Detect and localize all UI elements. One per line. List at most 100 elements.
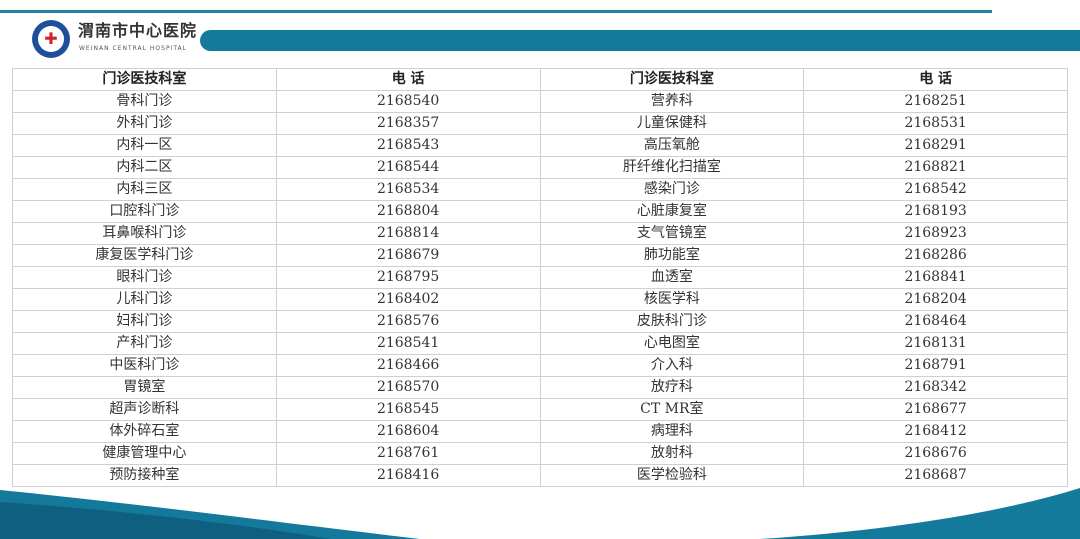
department-cell: 耳鼻喉科门诊 [12,222,277,245]
table-row: 口腔科门诊 2168804 心脏康复室 2168193 [12,200,1068,223]
table-row: 儿科门诊 2168402 核医学科 2168204 [12,288,1068,311]
table-row: 中医科门诊 2168466 介入科 2168791 [12,354,1068,377]
phone-cell: 2168679 [275,244,541,267]
table-row: 骨科门诊 2168540 营养科 2168251 [12,90,1068,113]
department-cell: 营养科 [539,90,805,113]
department-cell: 康复医学科门诊 [12,244,277,267]
hospital-name-en: WEINAN CENTRAL HOSPITAL [79,45,187,52]
phone-cell: 2168286 [803,244,1068,267]
table-row: 内科一区 2168543 高压氧舱 2168291 [12,134,1068,157]
department-cell: 皮肤科门诊 [539,310,805,333]
phone-cell: 2168531 [803,112,1068,135]
department-cell: 心电图室 [539,332,805,355]
top-divider [0,10,992,13]
department-cell: 放射科 [539,442,805,465]
phone-cell: 2168545 [275,398,541,421]
table-row: 内科三区 2168534 感染门诊 2168542 [12,178,1068,201]
department-cell: 眼科门诊 [12,266,277,289]
table-row: 超声诊断科 2168545 CT MR室 2168677 [12,398,1068,421]
phone-cell: 2168761 [275,442,541,465]
phone-cell: 2168542 [803,178,1068,201]
table-row: 康复医学科门诊 2168679 肺功能室 2168286 [12,244,1068,267]
department-cell: 健康管理中心 [12,442,277,465]
phone-cell: 2168821 [803,156,1068,179]
department-cell: 超声诊断科 [12,398,277,421]
department-cell: 预防接种室 [12,464,277,487]
header-banner-bar [200,30,1080,51]
table-row: 健康管理中心 2168761 放射科 2168676 [12,442,1068,465]
col-header-phone: 电 话 [275,68,541,91]
phone-cell: 2168466 [275,354,541,377]
department-cell: 体外碎石室 [12,420,277,443]
phone-cell: 2168677 [803,398,1068,421]
col-header-department: 门诊医技科室 [12,68,277,91]
phone-cell: 2168204 [803,288,1068,311]
phone-cell: 2168543 [275,134,541,157]
department-cell: 内科一区 [12,134,277,157]
hospital-logo-icon: ✚ [32,20,70,58]
table-row: 产科门诊 2168541 心电图室 2168131 [12,332,1068,355]
table-row: 妇科门诊 2168576 皮肤科门诊 2168464 [12,310,1068,333]
department-cell: 口腔科门诊 [12,200,277,223]
department-cell: 病理科 [539,420,805,443]
department-cell: 妇科门诊 [12,310,277,333]
phone-cell: 2168357 [275,112,541,135]
col-header-department: 门诊医技科室 [539,68,805,91]
department-cell: 外科门诊 [12,112,277,135]
phone-cell: 2168795 [275,266,541,289]
phone-cell: 2168791 [803,354,1068,377]
phone-cell: 2168131 [803,332,1068,355]
table-row: 外科门诊 2168357 儿童保健科 2168531 [12,112,1068,135]
department-cell: 胃镜室 [12,376,277,399]
phone-cell: 2168251 [803,90,1068,113]
table-row: 胃镜室 2168570 放疗科 2168342 [12,376,1068,399]
department-cell: 核医学科 [539,288,805,311]
phone-cell: 2168687 [803,464,1068,487]
phone-cell: 2168804 [275,200,541,223]
phone-cell: 2168464 [803,310,1068,333]
phone-cell: 2168541 [275,332,541,355]
department-cell: 介入科 [539,354,805,377]
department-cell: 高压氧舱 [539,134,805,157]
phone-cell: 2168412 [803,420,1068,443]
phone-cell: 2168570 [275,376,541,399]
phone-cell: 2168676 [803,442,1068,465]
phone-cell: 2168534 [275,178,541,201]
table-row: 体外碎石室 2168604 病理科 2168412 [12,420,1068,443]
phone-cell: 2168604 [275,420,541,443]
department-cell: 医学检验科 [539,464,805,487]
department-cell: 儿科门诊 [12,288,277,311]
department-cell: 中医科门诊 [12,354,277,377]
bottom-wave-decoration [0,488,1080,539]
table-row: 预防接种室 2168416 医学检验科 2168687 [12,464,1068,487]
department-cell: 产科门诊 [12,332,277,355]
department-cell: 血透室 [539,266,805,289]
table-row: 内科二区 2168544 肝纤维化扫描室 2168821 [12,156,1068,179]
phone-cell: 2168540 [275,90,541,113]
phone-cell: 2168576 [275,310,541,333]
department-cell: 儿童保健科 [539,112,805,135]
department-phone-table: 门诊医技科室 电 话 门诊医技科室 电 话 骨科门诊 2168540 营养科 2168… [12,68,1068,487]
phone-cell: 2168814 [275,222,541,245]
department-cell: 骨科门诊 [12,90,277,113]
phone-cell: 2168342 [803,376,1068,399]
col-header-phone: 电 话 [803,68,1068,91]
phone-cell: 2168291 [803,134,1068,157]
phone-cell: 2168416 [275,464,541,487]
phone-cell: 2168402 [275,288,541,311]
department-cell: 感染门诊 [539,178,805,201]
phone-cell: 2168841 [803,266,1068,289]
phone-cell: 2168923 [803,222,1068,245]
table-header-row: 门诊医技科室 电 话 门诊医技科室 电 话 [12,68,1068,91]
phone-cell: 2168544 [275,156,541,179]
department-cell: 心脏康复室 [539,200,805,223]
department-cell: 肝纤维化扫描室 [539,156,805,179]
department-cell: CT MR室 [539,398,805,421]
department-cell: 支气管镜室 [539,222,805,245]
phone-cell: 2168193 [803,200,1068,223]
department-cell: 内科三区 [12,178,277,201]
table-row: 耳鼻喉科门诊 2168814 支气管镜室 2168923 [12,222,1068,245]
department-cell: 内科二区 [12,156,277,179]
hospital-name: 渭南市中心医院 [78,21,198,40]
table-row: 眼科门诊 2168795 血透室 2168841 [12,266,1068,289]
